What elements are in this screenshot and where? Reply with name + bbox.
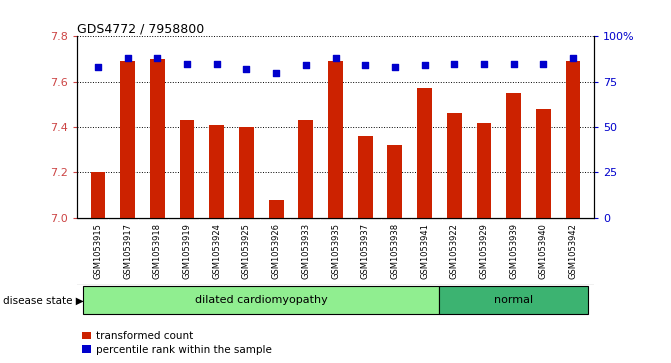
Bar bbox=[328, 61, 343, 218]
Bar bbox=[120, 61, 135, 218]
Text: GSM1053941: GSM1053941 bbox=[420, 223, 429, 279]
Text: GSM1053939: GSM1053939 bbox=[509, 223, 518, 279]
Bar bbox=[268, 200, 284, 218]
Point bbox=[568, 55, 578, 61]
Text: GSM1053919: GSM1053919 bbox=[183, 223, 191, 279]
Bar bbox=[180, 120, 195, 218]
Point bbox=[478, 61, 489, 66]
Text: GSM1053929: GSM1053929 bbox=[480, 223, 488, 279]
Bar bbox=[239, 127, 254, 218]
Point bbox=[301, 62, 311, 68]
Point bbox=[211, 61, 222, 66]
Bar bbox=[476, 122, 491, 218]
Point bbox=[270, 70, 281, 76]
Text: dilated cardiomyopathy: dilated cardiomyopathy bbox=[195, 295, 327, 305]
Legend: transformed count, percentile rank within the sample: transformed count, percentile rank withi… bbox=[83, 331, 272, 355]
Point bbox=[449, 61, 460, 66]
Text: GSM1053915: GSM1053915 bbox=[93, 223, 103, 279]
Text: GSM1053924: GSM1053924 bbox=[212, 223, 221, 279]
Point bbox=[152, 55, 162, 61]
Point bbox=[330, 55, 341, 61]
Point bbox=[241, 66, 252, 72]
Bar bbox=[536, 109, 551, 218]
Text: GSM1053926: GSM1053926 bbox=[272, 223, 280, 279]
Text: GSM1053933: GSM1053933 bbox=[301, 223, 310, 279]
Bar bbox=[506, 93, 521, 218]
Bar bbox=[417, 89, 432, 218]
Point bbox=[419, 62, 430, 68]
Bar bbox=[83, 286, 440, 314]
Text: GDS4772 / 7958800: GDS4772 / 7958800 bbox=[77, 22, 205, 35]
Text: GSM1053925: GSM1053925 bbox=[242, 223, 251, 279]
Bar bbox=[447, 113, 462, 218]
Bar bbox=[387, 145, 403, 218]
Bar bbox=[209, 125, 224, 218]
Text: GSM1053922: GSM1053922 bbox=[450, 223, 459, 279]
Text: GSM1053918: GSM1053918 bbox=[153, 223, 162, 279]
Bar bbox=[150, 59, 165, 218]
Bar bbox=[299, 120, 313, 218]
Text: GSM1053935: GSM1053935 bbox=[331, 223, 340, 279]
Point bbox=[182, 61, 193, 66]
Text: GSM1053938: GSM1053938 bbox=[391, 223, 399, 279]
Point bbox=[390, 64, 401, 70]
Text: GSM1053917: GSM1053917 bbox=[123, 223, 132, 279]
Bar bbox=[566, 61, 580, 218]
Text: GSM1053937: GSM1053937 bbox=[361, 223, 370, 279]
Point bbox=[122, 55, 133, 61]
Bar bbox=[91, 172, 105, 218]
Text: normal: normal bbox=[494, 295, 533, 305]
Point bbox=[538, 61, 549, 66]
Bar bbox=[358, 136, 372, 218]
Bar bbox=[440, 286, 588, 314]
Text: disease state ▶: disease state ▶ bbox=[3, 295, 84, 305]
Point bbox=[360, 62, 370, 68]
Point bbox=[93, 64, 103, 70]
Text: GSM1053940: GSM1053940 bbox=[539, 223, 548, 279]
Point bbox=[509, 61, 519, 66]
Text: GSM1053942: GSM1053942 bbox=[568, 223, 578, 279]
